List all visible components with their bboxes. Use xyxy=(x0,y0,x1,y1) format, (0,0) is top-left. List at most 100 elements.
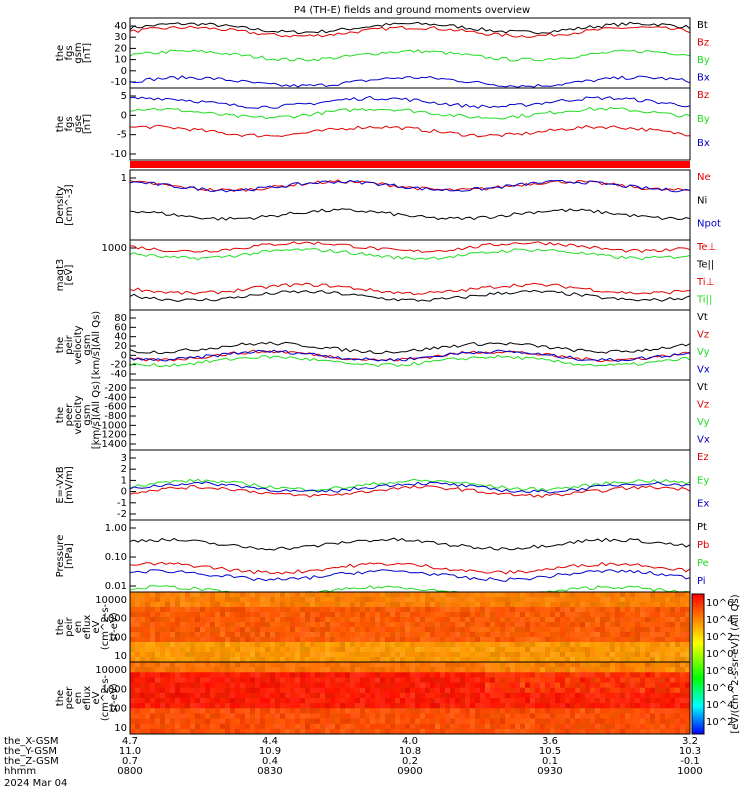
heatmap-cell xyxy=(150,682,156,689)
heatmap-cell xyxy=(525,662,531,668)
legend-Ti||: Ti|| xyxy=(696,295,712,306)
heatmap-cell xyxy=(585,602,591,608)
heatmap-cell xyxy=(505,708,511,714)
heatmap-cell xyxy=(490,637,496,643)
heatmap-cell xyxy=(185,657,191,663)
heatmap-cell xyxy=(590,652,596,658)
heatmap-cell xyxy=(685,617,691,623)
heatmap-cell xyxy=(635,667,641,673)
heatmap-cell xyxy=(180,703,186,709)
heatmap-cell xyxy=(450,677,456,684)
heatmap-cell xyxy=(435,652,441,658)
heatmap-cell xyxy=(370,657,376,663)
heatmap-cell xyxy=(680,627,686,633)
heatmap-cell xyxy=(565,602,571,608)
heatmap-cell xyxy=(410,723,416,730)
heatmap-cell xyxy=(540,652,546,658)
heatmap-cell xyxy=(210,692,216,699)
heatmap-cell xyxy=(510,597,516,603)
heatmap-cell xyxy=(280,677,286,684)
heatmap-cell xyxy=(415,617,421,623)
heatmap-cell xyxy=(435,708,441,714)
heatmap-cell xyxy=(665,597,671,603)
heatmap-cell xyxy=(540,642,546,648)
heatmap-cell xyxy=(290,708,296,714)
heatmap-cell xyxy=(165,622,171,628)
heatmap-cell xyxy=(270,728,276,735)
ytick-label: 0.10 xyxy=(105,552,127,563)
heatmap-cell xyxy=(200,652,206,658)
heatmap-cell xyxy=(515,698,521,704)
heatmap-cell xyxy=(540,703,546,709)
heatmap-cell xyxy=(235,692,241,699)
heatmap-cell xyxy=(425,713,431,720)
heatmap-cell xyxy=(375,728,381,735)
heatmap-cell xyxy=(160,647,166,653)
heatmap-cell xyxy=(250,677,256,684)
heatmap-cell xyxy=(455,647,461,653)
heatmap-cell xyxy=(485,652,491,658)
heatmap-cell xyxy=(480,708,486,714)
ytick-label: 1.00 xyxy=(105,523,127,534)
heatmap-cell xyxy=(215,677,221,684)
heatmap-cell xyxy=(220,703,226,709)
heatmap-cell xyxy=(160,602,166,608)
heatmap-cell xyxy=(660,672,666,678)
heatmap-cell xyxy=(355,703,361,709)
heatmap-cell xyxy=(600,647,606,653)
heatmap-cell xyxy=(670,677,676,684)
heatmap-cell xyxy=(160,597,166,603)
heatmap-cell xyxy=(500,687,506,694)
legend-Vt: Vt xyxy=(697,382,708,393)
heatmap-cell xyxy=(535,667,541,673)
heatmap-cell xyxy=(465,672,471,678)
heatmap-cell xyxy=(150,602,156,608)
heatmap-cell xyxy=(170,713,176,720)
heatmap-cell xyxy=(660,597,666,603)
heatmap-cell xyxy=(150,607,156,613)
heatmap-cell xyxy=(550,642,556,648)
heatmap-cell xyxy=(595,708,601,714)
heatmap-cell xyxy=(350,592,356,598)
heatmap-cell xyxy=(650,698,656,704)
heatmap-cell xyxy=(585,652,591,658)
heatmap-cell xyxy=(250,642,256,648)
heatmap-cell xyxy=(285,652,291,658)
heatmap-cell xyxy=(300,637,306,643)
heatmap-cell xyxy=(240,718,246,725)
series-Pi xyxy=(129,569,691,582)
heatmap-cell xyxy=(665,642,671,648)
heatmap-cell xyxy=(510,703,516,709)
heatmap-cell xyxy=(195,692,201,699)
heatmap-cell xyxy=(540,592,546,598)
heatmap-cell xyxy=(685,612,691,618)
heatmap-cell xyxy=(520,632,526,638)
heatmap-cell xyxy=(680,667,686,673)
heatmap-cell xyxy=(145,607,151,613)
legend-Bt: Bt xyxy=(697,20,708,31)
heatmap-cell xyxy=(445,637,451,643)
heatmap-cell xyxy=(410,612,416,618)
heatmap-cell xyxy=(250,662,256,668)
heatmap-cell xyxy=(160,698,166,704)
heatmap-cell xyxy=(525,657,531,663)
heatmap-cell xyxy=(435,728,441,735)
panel-frame xyxy=(129,87,691,161)
heatmap-cell xyxy=(470,652,476,658)
heatmap-cell xyxy=(225,662,231,668)
heatmap-cell xyxy=(320,612,326,618)
heatmap-cell xyxy=(305,632,311,638)
heatmap-cell xyxy=(665,667,671,673)
heatmap-cell xyxy=(340,692,346,699)
heatmap-cell xyxy=(390,632,396,638)
heatmap-cell xyxy=(655,597,661,603)
heatmap-cell xyxy=(360,728,366,735)
heatmap-cell xyxy=(525,597,531,603)
heatmap-cell xyxy=(345,667,351,673)
heatmap-cell xyxy=(680,652,686,658)
heatmap-cell xyxy=(525,632,531,638)
heatmap-cell xyxy=(575,647,581,653)
heatmap-cell xyxy=(170,637,176,643)
heatmap-cell xyxy=(685,677,691,684)
